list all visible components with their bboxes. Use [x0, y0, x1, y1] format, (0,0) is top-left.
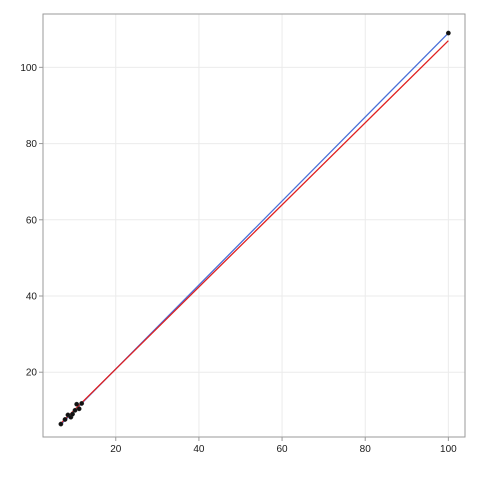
grid	[43, 14, 465, 437]
y-tick-label: 20	[26, 368, 38, 379]
data-point	[79, 401, 85, 406]
x-tick-label: 20	[110, 444, 122, 455]
x-axis: 20 40 60 80 100	[110, 437, 457, 455]
x-tick-label: 40	[193, 444, 205, 455]
fit-lines	[60, 32, 449, 425]
data-point	[76, 406, 82, 412]
data-point	[445, 30, 451, 36]
x-tick-label: 100	[440, 444, 457, 455]
fit-line-2	[60, 40, 449, 424]
data-points	[58, 30, 451, 427]
data-point	[62, 417, 68, 422]
data-point	[58, 421, 64, 427]
y-tick-label: 80	[26, 139, 38, 150]
x-tick-label: 80	[360, 444, 372, 455]
y-tick-label: 60	[26, 215, 38, 226]
y-tick-label: 100	[20, 63, 37, 74]
y-axis: 20 40 60 80 100	[20, 63, 43, 379]
plot-frame	[42, 13, 466, 438]
y-tick-label: 40	[26, 292, 38, 303]
data-point	[72, 407, 78, 413]
data-point	[74, 401, 80, 407]
data-point	[70, 411, 75, 417]
x-tick-label: 60	[277, 444, 289, 455]
